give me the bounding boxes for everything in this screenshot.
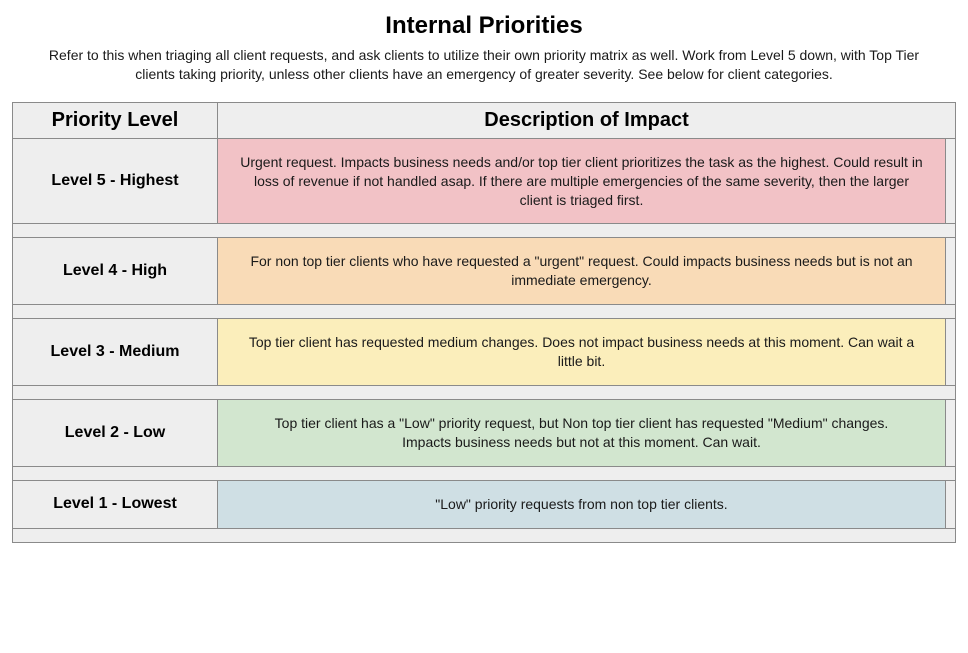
spacer-row: [13, 466, 956, 480]
table-header-row: Priority Level Description of Impact: [13, 102, 956, 138]
header-description: Description of Impact: [218, 102, 956, 138]
tail-cell: [945, 238, 955, 305]
description-cell: "Low" priority requests from non top tie…: [218, 480, 946, 528]
spacer-row: [13, 224, 956, 238]
spacer-row: [13, 305, 956, 319]
level-cell: Level 5 - Highest: [13, 138, 218, 224]
tail-cell: [945, 400, 955, 467]
spacer-row: [13, 386, 956, 400]
table-row: Level 4 - HighFor non top tier clients w…: [13, 238, 956, 305]
level-cell: Level 4 - High: [13, 238, 218, 305]
table-row: Level 5 - HighestUrgent request. Impacts…: [13, 138, 956, 224]
spacer-row: [13, 528, 956, 542]
level-cell: Level 2 - Low: [13, 400, 218, 467]
description-cell: Top tier client has a "Low" priority req…: [218, 400, 946, 467]
tail-cell: [945, 480, 955, 528]
description-cell: For non top tier clients who have reques…: [218, 238, 946, 305]
header-priority-level: Priority Level: [13, 102, 218, 138]
level-cell: Level 1 - Lowest: [13, 480, 218, 528]
tail-cell: [945, 138, 955, 224]
intro-text: Refer to this when triaging all client r…: [28, 46, 940, 84]
description-cell: Top tier client has requested medium cha…: [218, 319, 946, 386]
page-title: Internal Priorities: [12, 12, 956, 40]
table-row: Level 2 - LowTop tier client has a "Low"…: [13, 400, 956, 467]
description-cell: Urgent request. Impacts business needs a…: [218, 138, 946, 224]
priority-table: Priority Level Description of Impact Lev…: [12, 102, 956, 543]
level-cell: Level 3 - Medium: [13, 319, 218, 386]
table-row: Level 3 - MediumTop tier client has requ…: [13, 319, 956, 386]
table-row: Level 1 - Lowest"Low" priority requests …: [13, 480, 956, 528]
tail-cell: [945, 319, 955, 386]
